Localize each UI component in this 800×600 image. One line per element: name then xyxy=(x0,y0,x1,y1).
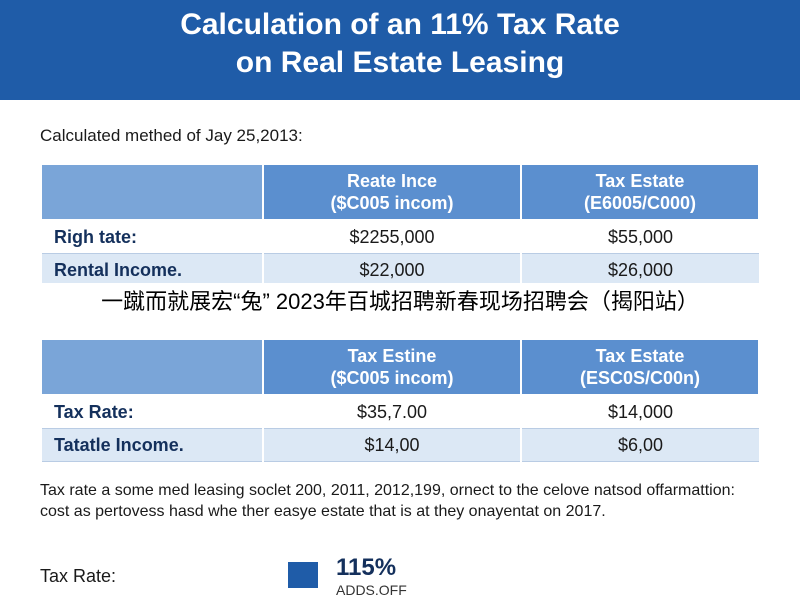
title-line: on Real Estate Leasing xyxy=(235,46,565,79)
cell: $55,000 xyxy=(520,220,759,254)
header-text: Reate Ince xyxy=(346,171,438,191)
cell: Righ tate: xyxy=(40,220,263,254)
cell: $35,7.00 xyxy=(262,395,521,429)
overlay-text: 一蹴而就展宏“兔” 2023年百城招聘新春现场招聘会（揭阳站） xyxy=(0,283,800,321)
header-text: ($C005 incom) xyxy=(330,368,454,388)
footer-note: ADDS.OFF xyxy=(336,582,407,598)
paragraph: Tax rate a some med leasing soclet 200, … xyxy=(40,482,735,520)
row: Tatatle Income. $14,00 $6,00 xyxy=(40,428,759,462)
header-text: Tax Estate xyxy=(595,171,685,191)
row: Tax Rate: $35,7.00 $14,000 xyxy=(40,395,759,429)
header-text: Tax Estate xyxy=(595,346,685,366)
cell: Tax Rate: xyxy=(40,395,263,429)
header-text: ($C005 incom) xyxy=(330,193,454,213)
header-cell: Tax Estine ($C005 incom) xyxy=(262,338,522,396)
cell: $26,000 xyxy=(520,253,759,287)
footer-label: Tax Rate: xyxy=(40,566,117,586)
cell: $6,00 xyxy=(520,428,759,462)
cell: Rental Income. xyxy=(40,253,263,287)
header-cell: Tax Estate (ESC0S/C00n) xyxy=(520,338,760,396)
row: Righ tate: $2255,000 $55,000 xyxy=(40,220,759,254)
cell: $14,000 xyxy=(520,395,759,429)
header-cell xyxy=(40,338,264,396)
cell: $2255,000 xyxy=(262,220,521,254)
icon-square xyxy=(288,562,318,588)
header-text: (E6005/C000) xyxy=(583,193,697,213)
cell: Tatatle Income. xyxy=(40,428,263,462)
header-cell: Tax Estate (E6005/C000) xyxy=(520,163,760,221)
subtitle: Calculated methed of Jay 25,2013: xyxy=(40,126,303,145)
row: Rental Income. $22,000 $26,000 xyxy=(40,253,759,287)
header-cell xyxy=(40,163,264,221)
header-cell: Reate Ince ($C005 incom) xyxy=(262,163,522,221)
header-row: Tax Estine ($C005 incom) Tax Estate (ESC0S… xyxy=(40,338,760,396)
header: Calculation of an 11% Tax Rate on Real E… xyxy=(0,0,800,100)
cell: $14,00 xyxy=(262,428,521,462)
header-text: Tax Estine xyxy=(347,346,437,366)
header-text: (ESC0S/C00n) xyxy=(579,368,701,388)
footer-value: 115% xyxy=(336,554,397,581)
title-line: Calculation of an 11% Tax Rate xyxy=(180,8,620,41)
table: Tax Estine ($C005 incom) Tax Estate (ESC0S… xyxy=(40,338,760,462)
header-row: Reate Ince ($C005 incom) Tax Estate (E6005… xyxy=(40,163,760,221)
cell: $22,000 xyxy=(262,253,521,287)
table: Reate Ince ($C005 incom) Tax Estate (E6005… xyxy=(40,163,760,287)
